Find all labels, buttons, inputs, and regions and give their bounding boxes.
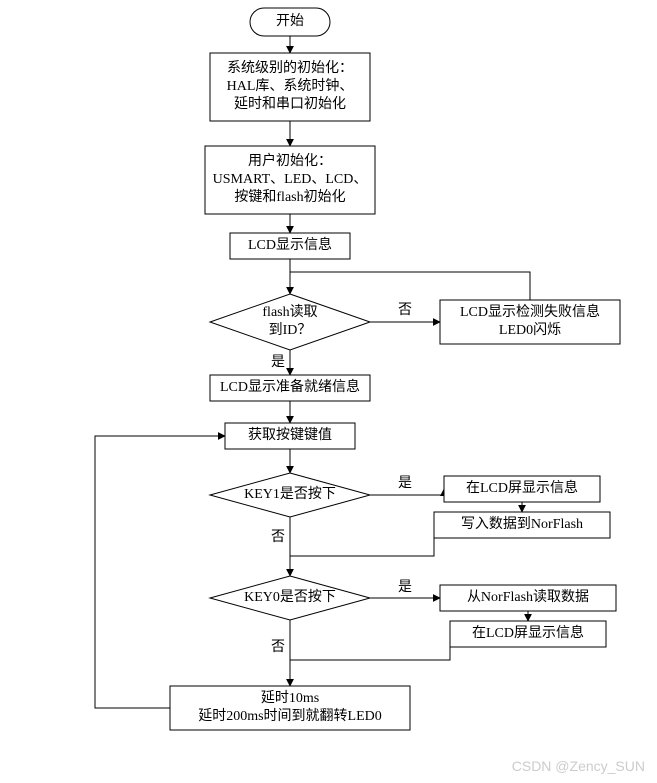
node-readflash: 从NorFlash读取数据 bbox=[440, 585, 616, 611]
node-failinfo: LCD显示检测失败信息 LED0闪烁 bbox=[440, 300, 620, 344]
node-text: 延时和串口初始化 bbox=[234, 95, 346, 112]
node-userinit: 用户初始化： USMART、LED、LCD、按键和flash初始化 bbox=[205, 146, 375, 214]
edge bbox=[290, 272, 530, 300]
node-text: 按键和flash初始化 bbox=[234, 188, 345, 205]
node-text: 获取按键键值 bbox=[248, 427, 332, 443]
node-readyinfo: LCD显示准备就绪信息 bbox=[210, 375, 370, 401]
node-delay: 延时10ms 延时200ms时间到就翻转LED0 bbox=[170, 686, 410, 730]
node-text: 系统级别的初始化： bbox=[227, 59, 353, 76]
node-text: 延时200ms时间到就翻转LED0 bbox=[198, 708, 382, 724]
node-text: 开始 bbox=[276, 13, 304, 29]
watermark: CSDN @Zency_SUN bbox=[512, 758, 645, 774]
node-text: 在LCD屏显示信息 bbox=[466, 479, 578, 496]
node-start: 开始 bbox=[250, 8, 330, 36]
node-shape bbox=[210, 294, 370, 350]
edge bbox=[290, 634, 450, 660]
node-writeflash: 写入数据到NorFlash bbox=[434, 512, 610, 538]
node-text: KEY1是否按下 bbox=[244, 486, 336, 502]
node-text: 在LCD屏显示信息 bbox=[472, 624, 584, 641]
node-text: LED0闪烁 bbox=[499, 322, 561, 338]
node-text: flash读取 bbox=[262, 303, 317, 320]
edge-label: 否 bbox=[271, 530, 285, 545]
node-lcdinfo: LCD显示信息 bbox=[230, 233, 350, 259]
edge-label: 是 bbox=[398, 580, 412, 595]
node-key1lcd: 在LCD屏显示信息 bbox=[444, 476, 600, 502]
edge-label: 是 bbox=[271, 355, 285, 370]
edge-label: 否 bbox=[398, 303, 412, 318]
edge-label: 是 bbox=[398, 476, 412, 491]
node-key0lcd: 在LCD屏显示信息 bbox=[450, 621, 606, 647]
nodes-layer: 开始系统级别的初始化：HAL库、系统时钟、延时和串口初始化用户初始化：USMAR… bbox=[170, 8, 620, 730]
node-key1: KEY1是否按下 bbox=[210, 473, 370, 517]
node-text: 延时10ms bbox=[261, 690, 319, 706]
node-key0: KEY0是否按下 bbox=[210, 576, 370, 620]
node-text: HAL库、系统时钟、 bbox=[227, 77, 354, 94]
node-text: LCD显示检测失败信息 bbox=[460, 303, 600, 320]
node-text: LCD显示信息 bbox=[248, 236, 332, 253]
edge bbox=[290, 525, 434, 556]
node-text: 写入数据到NorFlash bbox=[461, 516, 583, 532]
node-text: USMART、LED、LCD、 bbox=[213, 172, 368, 187]
node-text: LCD显示准备就绪信息 bbox=[220, 378, 360, 395]
node-getkey: 获取按键键值 bbox=[225, 423, 355, 449]
node-flashid: flash读取到ID？ bbox=[210, 294, 370, 350]
node-text: 到ID？ bbox=[269, 322, 312, 338]
node-text: 用户初始化： bbox=[248, 152, 332, 169]
node-text: KEY0是否按下 bbox=[244, 589, 336, 605]
node-text: 从NorFlash读取数据 bbox=[467, 588, 589, 605]
edge-label: 否 bbox=[271, 640, 285, 655]
edge bbox=[95, 436, 225, 708]
node-sysinit: 系统级别的初始化：HAL库、系统时钟、延时和串口初始化 bbox=[210, 53, 370, 121]
